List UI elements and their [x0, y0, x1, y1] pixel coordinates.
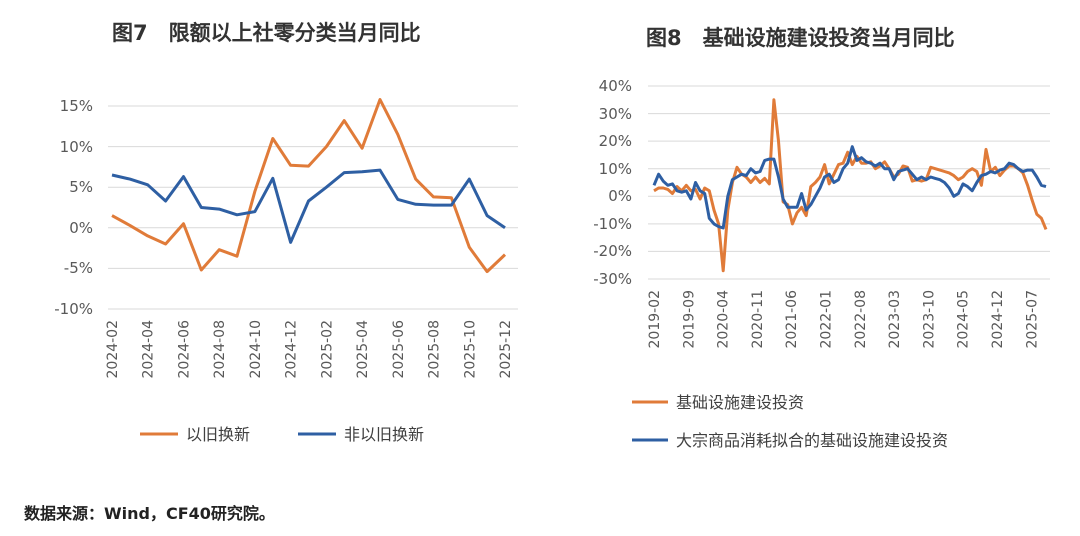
fig8-x-tick-label: 2022-08	[853, 290, 869, 349]
fig7-y-ticks: 15% 10% 5% 0% -5% -10%	[54, 97, 93, 318]
fig8-x-tick-label: 2024-12	[990, 290, 1006, 349]
fig8-title: 图8 基础设施建设投资当月同比	[646, 26, 955, 50]
fig8-x-tick-label: 2022-01	[819, 290, 835, 349]
fig7-legend: 以旧换新 非以旧换新	[140, 425, 424, 444]
fig7-series-line-1	[111, 168, 506, 244]
fig7-series-lines	[111, 98, 507, 274]
fig8-y-tick: 0%	[608, 187, 632, 205]
fig7-x-tick-label: 2025-10	[462, 320, 478, 379]
fig7-x-tick-label: 2025-08	[427, 320, 443, 379]
fig8-legend: 基础设施建设投资 大宗商品消耗拟合的基础设施建设投资	[632, 393, 948, 450]
fig8-series-line-0	[653, 98, 1048, 273]
fig7-y-tick: 5%	[69, 178, 93, 196]
fig7-y-tick: -5%	[64, 259, 93, 277]
fig8-grid	[648, 85, 1050, 280]
fig7-x-tick-label: 2025-04	[355, 320, 371, 379]
fig7-x-tick-label: 2024-06	[176, 320, 192, 379]
fig7-x-tick-label: 2025-02	[319, 320, 335, 379]
fig8-x-tick-label: 2020-04	[716, 290, 732, 349]
fig7-y-tick: 10%	[60, 138, 93, 156]
fig8-y-tick: 40%	[599, 77, 632, 95]
fig8-series-lines	[652, 98, 1048, 273]
fig8-y-tick: 30%	[599, 105, 632, 123]
fig7-x-tick-label: 2024-02	[105, 320, 121, 379]
fig7-y-tick: 15%	[60, 97, 93, 115]
source-note: 数据来源：Wind，CF40研究院。	[24, 504, 275, 523]
fig8-y-tick: -10%	[593, 215, 632, 233]
fig8-x-tick-label: 2019-02	[647, 290, 663, 349]
fig7-x-ticks: 2024-02 2024-04 2024-06 2024-08 2024-10 2024-…	[105, 320, 514, 379]
fig8-y-tick: -20%	[593, 242, 632, 260]
fig8-x-tick-label: 2023-03	[887, 290, 903, 349]
fig8-series-line-1	[652, 145, 1047, 230]
fig8-y-tick: 10%	[599, 160, 632, 178]
fig8-x-tick-label: 2023-10	[921, 290, 937, 349]
fig7-x-tick-label: 2024-10	[248, 320, 264, 379]
fig7-series-line-0	[111, 98, 507, 274]
fig7-title: 图7 限额以上社零分类当月同比	[112, 21, 421, 45]
fig7-x-tick-label: 2024-12	[284, 320, 300, 379]
fig7-x-tick-label: 2024-04	[141, 320, 157, 379]
fig7-y-tick: 0%	[69, 219, 93, 237]
fig8-y-tick: -30%	[593, 270, 632, 288]
fig8-x-tick-label: 2021-06	[784, 290, 800, 349]
fig7-legend-label-old-for-new: 以旧换新	[186, 425, 250, 444]
chart-fig8: 图8 基础设施建设投资当月同比 40% 30% 20% 10% 0% -10% …	[593, 26, 1050, 450]
fig7-y-tick: -10%	[54, 300, 93, 318]
fig8-y-ticks: 40% 30% 20% 10% 0% -10% -20% -30%	[593, 77, 632, 288]
fig8-x-tick-label: 2025-07	[1024, 290, 1040, 349]
fig7-legend-label-non-old-for-new: 非以旧换新	[344, 425, 424, 444]
fig8-x-tick-label: 2020-11	[750, 290, 766, 349]
fig7-x-tick-label: 2024-08	[212, 320, 228, 379]
fig7-x-tick-label: 2025-12	[498, 320, 514, 379]
fig8-x-tick-label: 2019-09	[681, 290, 697, 349]
fig8-y-tick: 20%	[599, 132, 632, 150]
fig8-x-tick-label: 2024-05	[956, 290, 972, 349]
fig8-legend-label-commodity-fitted: 大宗商品消耗拟合的基础设施建设投资	[676, 431, 948, 450]
fig8-x-ticks: 2019-02 2019-09 2020-04 2020-11 2021-06 2022-…	[647, 290, 1040, 349]
fig7-x-tick-label: 2025-06	[391, 320, 407, 379]
chart-fig7: 图7 限额以上社零分类当月同比 15% 10% 5% 0% -5% -10% 2…	[54, 21, 518, 444]
fig8-legend-label-infra: 基础设施建设投资	[676, 393, 804, 412]
